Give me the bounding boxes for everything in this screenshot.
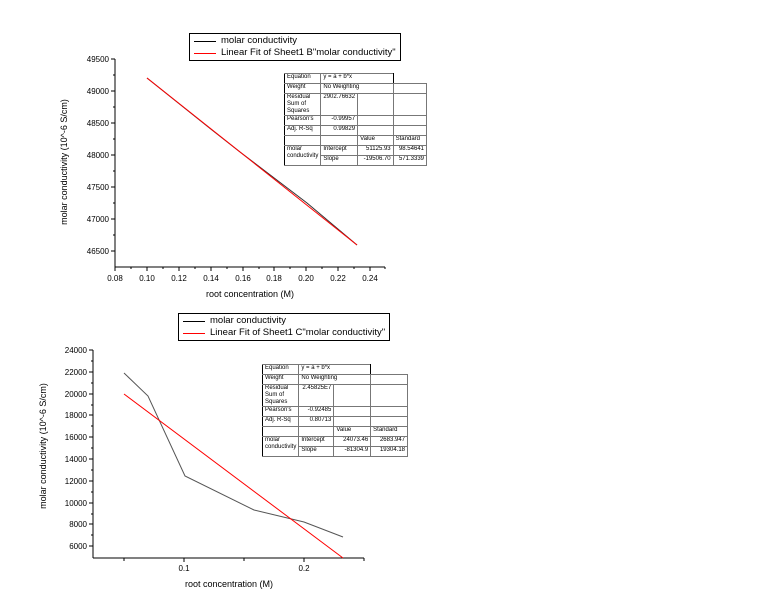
fit-table-top: Equation y = a + b*x Weight No Weighting R… bbox=[283, 73, 428, 166]
cell: Standard bbox=[370, 426, 408, 437]
svg-text:20000: 20000 bbox=[65, 390, 88, 399]
y-axis-label: molar conductivity (10^-6 S/cm) bbox=[59, 99, 69, 225]
svg-text:49500: 49500 bbox=[87, 55, 110, 64]
x-ticks: 0.1 0.2 bbox=[123, 558, 365, 573]
svg-text:0.22: 0.22 bbox=[330, 274, 346, 283]
svg-text:12000: 12000 bbox=[65, 477, 88, 486]
cell: y = a + b*x bbox=[298, 364, 372, 375]
legend-label: molar conductivity bbox=[210, 315, 287, 326]
legend-item-data: molar conductivity bbox=[183, 315, 385, 327]
svg-text:0.16: 0.16 bbox=[235, 274, 251, 283]
svg-text:0.1: 0.1 bbox=[178, 564, 190, 573]
cell: Slope bbox=[298, 446, 335, 457]
legend-swatch-red bbox=[183, 332, 205, 334]
legend-item-data: molar conductivity bbox=[194, 35, 396, 47]
cell: 2.45825E7 bbox=[298, 384, 335, 407]
svg-text:0.2: 0.2 bbox=[298, 564, 310, 573]
cell: 19304.18 bbox=[370, 446, 408, 457]
svg-text:47000: 47000 bbox=[87, 215, 110, 224]
y-ticks: 49500 49000 48500 48000 47500 47000 4650… bbox=[87, 55, 115, 256]
x-ticks: 0.08 0.10 0.12 0.14 0.16 0.18 0.20 0.22 … bbox=[107, 267, 386, 283]
legend-item-fit: Linear Fit of Sheet1 B"molar conductivit… bbox=[194, 47, 396, 59]
chart-top-plot: 49500 49000 48500 48000 47500 47000 4650… bbox=[59, 55, 386, 299]
x-axis-label: root concentration (M) bbox=[185, 579, 273, 589]
cell: 0.80713 bbox=[298, 416, 335, 427]
cell: Residual Sum of Squares bbox=[261, 384, 300, 407]
legend-swatch-black bbox=[183, 320, 205, 322]
svg-text:0.18: 0.18 bbox=[266, 274, 282, 283]
svg-text:18000: 18000 bbox=[65, 411, 88, 420]
svg-text:6000: 6000 bbox=[69, 542, 87, 551]
svg-text:14000: 14000 bbox=[65, 455, 88, 464]
chart-top: 49500 49000 48500 48000 47500 47000 4650… bbox=[59, 33, 428, 299]
legend-label: Linear Fit of Sheet1 C"molar conductivit… bbox=[210, 327, 386, 338]
legend-top: molar conductivity Linear Fit of Sheet1 … bbox=[189, 33, 401, 61]
cell: -81304.9 bbox=[333, 446, 372, 457]
svg-text:16000: 16000 bbox=[65, 433, 88, 442]
cell: molar conductivity bbox=[261, 436, 300, 457]
cell: Intercept bbox=[298, 436, 335, 447]
cell: Equation bbox=[261, 364, 300, 375]
legend-label: molar conductivity bbox=[221, 35, 298, 46]
cell: 2683.947 bbox=[370, 436, 408, 447]
svg-text:0.10: 0.10 bbox=[139, 274, 155, 283]
svg-text:0.12: 0.12 bbox=[171, 274, 187, 283]
cell: Weight bbox=[261, 374, 300, 385]
svg-text:46500: 46500 bbox=[87, 247, 110, 256]
fit-table-bottom: Equation y = a + b*x Weight No Weighting R… bbox=[261, 364, 408, 457]
cell: Slope bbox=[320, 155, 359, 166]
legend-swatch-red bbox=[194, 52, 216, 54]
series-molar-conductivity bbox=[123, 372, 344, 538]
cell: No Weighting bbox=[298, 374, 372, 385]
x-axis-label: root concentration (M) bbox=[206, 289, 294, 299]
svg-text:0.20: 0.20 bbox=[298, 274, 314, 283]
cell: Adj. R-Sq bbox=[261, 416, 300, 427]
legend-label: Linear Fit of Sheet1 B"molar conductivit… bbox=[221, 47, 396, 58]
svg-text:48000: 48000 bbox=[87, 151, 110, 160]
cell: molar conductivity bbox=[283, 145, 322, 166]
svg-text:8000: 8000 bbox=[69, 520, 87, 529]
y-ticks: 24000 22000 20000 18000 16000 14000 1200… bbox=[65, 346, 93, 551]
cell: -0.92485 bbox=[298, 406, 335, 417]
svg-text:0.24: 0.24 bbox=[362, 274, 378, 283]
cell: Pearson's bbox=[261, 406, 300, 417]
svg-text:22000: 22000 bbox=[65, 368, 88, 377]
legend-swatch-black bbox=[194, 40, 216, 42]
svg-text:10000: 10000 bbox=[65, 499, 88, 508]
series-linear-fit bbox=[123, 393, 344, 559]
svg-text:0.08: 0.08 bbox=[107, 274, 123, 283]
y-axis-label: molar conductivity (10^-6 S/cm) bbox=[38, 383, 48, 509]
legend-item-fit: Linear Fit of Sheet1 C"molar conductivit… bbox=[183, 327, 385, 339]
legend-bottom: molar conductivity Linear Fit of Sheet1 … bbox=[178, 313, 391, 341]
cell: Value bbox=[333, 426, 372, 437]
svg-text:0.14: 0.14 bbox=[203, 274, 219, 283]
svg-text:47500: 47500 bbox=[87, 183, 110, 192]
svg-text:48500: 48500 bbox=[87, 119, 110, 128]
svg-text:49000: 49000 bbox=[87, 87, 110, 96]
series-linear-fit bbox=[146, 77, 358, 246]
cell: 571.3339 bbox=[392, 155, 428, 166]
svg-text:24000: 24000 bbox=[65, 346, 88, 355]
cell: 24073.46 bbox=[333, 436, 372, 447]
